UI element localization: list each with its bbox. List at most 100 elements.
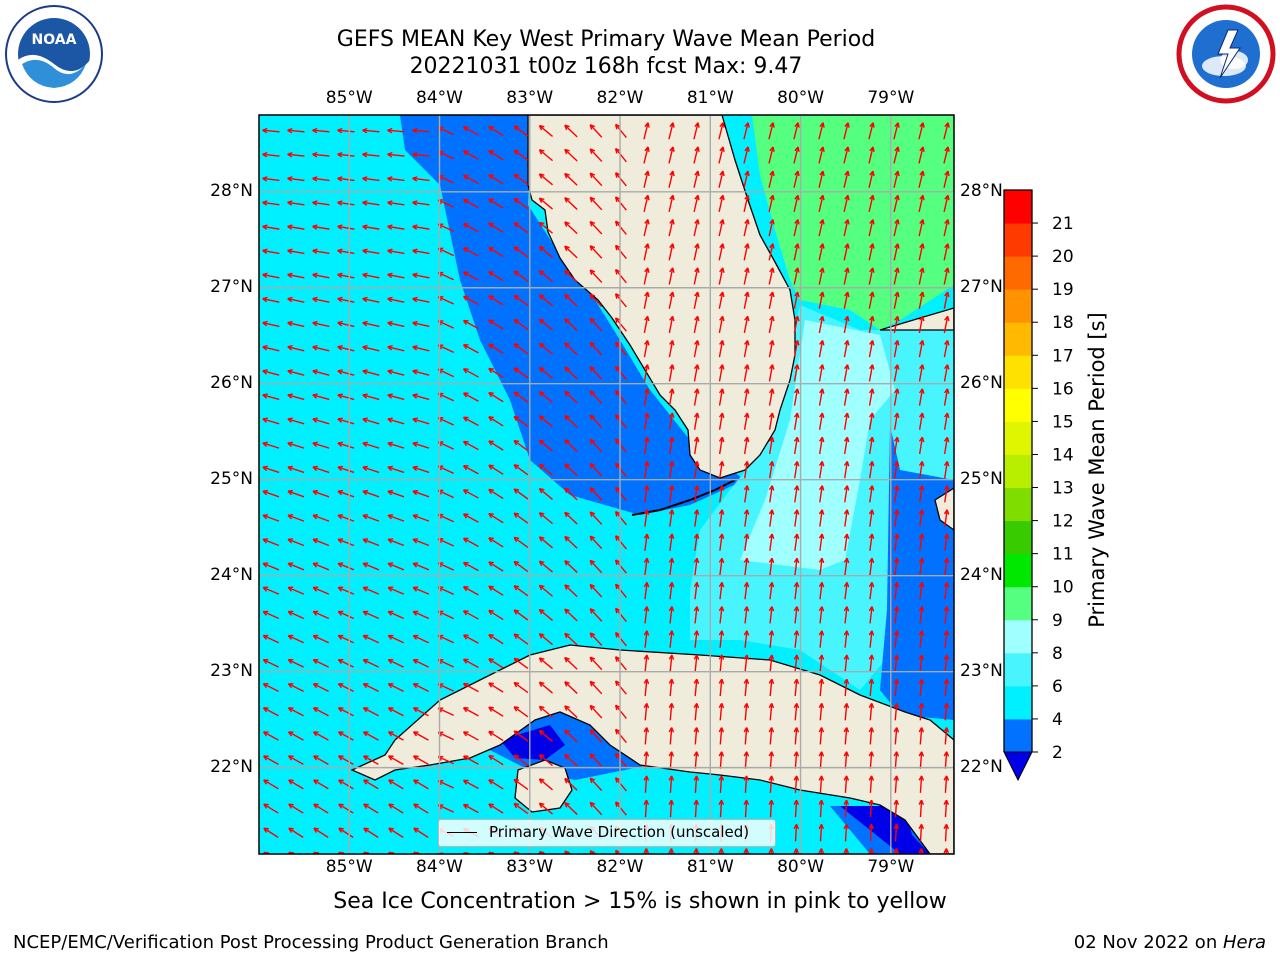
lat-label-left: 27°N bbox=[210, 276, 253, 297]
colorbar-tick-label: 13 bbox=[1052, 479, 1074, 499]
wave-arrow-head bbox=[462, 731, 469, 737]
wave-arrow-head bbox=[387, 393, 393, 399]
wave-arrow bbox=[844, 727, 848, 745]
wave-arrow-head bbox=[893, 751, 900, 757]
wave-arrow bbox=[313, 707, 329, 717]
wave-arrow bbox=[894, 824, 898, 842]
wave-arrow-head bbox=[312, 176, 318, 182]
wave-arrow bbox=[312, 442, 330, 449]
wave-arrow bbox=[262, 129, 280, 133]
wave-arrow bbox=[539, 633, 553, 646]
wave-arrow bbox=[643, 195, 649, 213]
wave-arrow-head bbox=[488, 416, 494, 422]
wave-arrow-head bbox=[643, 509, 650, 515]
wave-arrow bbox=[894, 606, 898, 624]
wave-arrow bbox=[589, 535, 603, 550]
wave-arrow bbox=[488, 706, 504, 717]
wave-arrow bbox=[463, 731, 479, 741]
wave-arrow-head bbox=[312, 441, 318, 447]
wave-arrow bbox=[262, 346, 280, 352]
wave-arrow bbox=[513, 270, 529, 282]
wave-arrow-head bbox=[338, 827, 344, 833]
wave-arrow-head bbox=[589, 462, 596, 469]
wave-arrow-head bbox=[589, 608, 596, 614]
wave-arrow bbox=[362, 322, 380, 328]
wave-arrow bbox=[693, 170, 699, 188]
wave-arrow-head bbox=[894, 267, 900, 273]
wave-arrow bbox=[262, 586, 280, 595]
wave-arrow-head bbox=[262, 127, 268, 134]
wave-arrow-head bbox=[312, 320, 318, 327]
wave-arrow-head bbox=[262, 200, 268, 206]
wave-arrow-head bbox=[262, 610, 269, 616]
wave-arrow bbox=[918, 122, 924, 140]
wave-arrow-head bbox=[564, 221, 570, 227]
wave-arrow-head bbox=[337, 176, 343, 182]
wave-arrow bbox=[844, 654, 848, 672]
wave-arrow-head bbox=[744, 267, 750, 273]
wave-arrow-head bbox=[918, 775, 925, 781]
wave-arrow-head bbox=[513, 512, 520, 518]
wave-arrow bbox=[564, 511, 578, 525]
wave-arrow bbox=[918, 243, 924, 261]
wave-arrow-head bbox=[668, 678, 675, 685]
wave-arrow-head bbox=[793, 461, 800, 467]
wave-arrow-head bbox=[412, 224, 418, 230]
wave-arrow-head bbox=[564, 777, 570, 784]
wave-arrow bbox=[919, 509, 923, 527]
lon-label-bottom: 80°W bbox=[777, 857, 825, 877]
bahamas-land-2 bbox=[934, 487, 954, 531]
wave-arrow-head bbox=[718, 702, 725, 709]
wave-arrow-head bbox=[893, 461, 900, 467]
wave-arrow bbox=[819, 606, 823, 624]
wave-arrow-head bbox=[388, 803, 394, 809]
wave-arrow bbox=[513, 343, 529, 355]
wave-arrow-head bbox=[769, 122, 775, 128]
wave-arrow-head bbox=[794, 219, 800, 225]
wave-arrow-head bbox=[644, 146, 650, 152]
wave-arrow-head bbox=[513, 681, 520, 688]
wave-arrow bbox=[720, 848, 723, 854]
wave-arrow-head bbox=[894, 194, 900, 201]
wave-arrow bbox=[513, 536, 529, 548]
wave-arrow-head bbox=[643, 678, 650, 685]
wave-arrow bbox=[287, 322, 305, 328]
wave-arrow bbox=[413, 659, 429, 668]
wave-arrow bbox=[844, 461, 848, 479]
wave-arrow bbox=[615, 559, 627, 574]
wave-arrow bbox=[919, 485, 923, 503]
wave-arrow bbox=[413, 683, 429, 693]
wave-arrow bbox=[313, 731, 329, 741]
wave-arrow bbox=[744, 533, 748, 551]
wave-arrow bbox=[615, 704, 627, 719]
wave-arrow-head bbox=[287, 514, 294, 520]
wave-arrow-head bbox=[564, 463, 570, 469]
wave-arrow bbox=[744, 485, 748, 503]
wave-arrow-head bbox=[337, 683, 344, 689]
wave-arrow bbox=[719, 654, 723, 672]
wave-arrow-head bbox=[843, 751, 850, 757]
wave-arrow-head bbox=[287, 369, 293, 375]
wave-arrow bbox=[768, 291, 774, 309]
wave-arrow-head bbox=[413, 779, 419, 785]
wave-arrow-head bbox=[287, 272, 293, 279]
wave-arrow-head bbox=[538, 318, 545, 325]
wave-arrow bbox=[463, 561, 479, 572]
wave-arrow-head bbox=[462, 465, 469, 471]
wave-arrow bbox=[644, 606, 648, 624]
wave-arrow bbox=[337, 322, 355, 328]
lat-lon-grid bbox=[259, 115, 954, 854]
wave-arrow bbox=[513, 682, 529, 694]
wave-arrow bbox=[463, 223, 479, 233]
lat-label-right: 27°N bbox=[960, 276, 1003, 297]
lat-label-left: 23°N bbox=[210, 660, 253, 681]
wave-arrow-head bbox=[718, 630, 725, 636]
wave-arrow-head bbox=[893, 702, 900, 709]
wave-arrow bbox=[313, 683, 329, 693]
wave-arrow bbox=[412, 634, 430, 644]
wave-arrow bbox=[694, 461, 698, 479]
wave-arrow-head bbox=[668, 461, 675, 467]
wave-arrow-head bbox=[513, 246, 520, 252]
wave-arrow bbox=[362, 177, 380, 182]
